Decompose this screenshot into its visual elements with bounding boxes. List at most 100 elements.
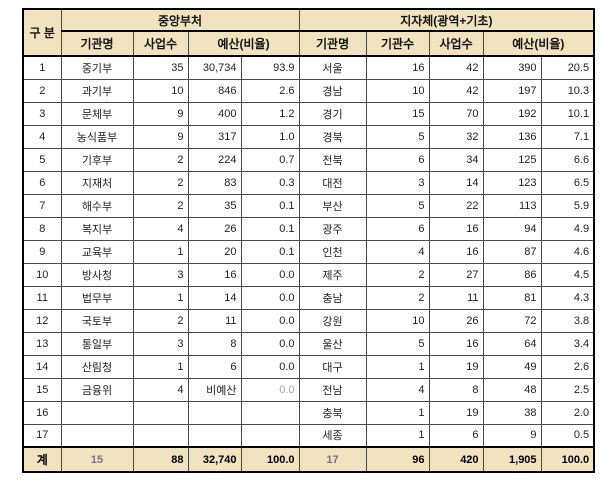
- central-projects-cell: [132, 400, 189, 425]
- local-projects-cell: 16: [428, 239, 484, 264]
- row-number-cell: 5: [22, 147, 62, 172]
- central-agency-cell: 중기부: [60, 55, 134, 80]
- local-group-header: 지자체(광역+기초): [298, 8, 595, 32]
- local-budget-cell: 72: [482, 308, 542, 333]
- central-budget-cell: 400: [187, 101, 242, 126]
- local-budget-cell: 81: [482, 285, 542, 310]
- central-agency-cell: 법무부: [60, 285, 134, 310]
- table-row: 3 문체부 9 400 1.2 경기 15 70 192 10.1: [22, 101, 595, 126]
- central-agency-cell: 복지부: [60, 216, 134, 241]
- local-agency-cell: 경기: [298, 101, 367, 126]
- local-projects-cell: 14: [428, 170, 484, 195]
- local-orgs-column-header: 기관수: [365, 30, 430, 57]
- central-budget-cell: [187, 423, 242, 448]
- table-row: 2 과기부 10 846 2.6 경남 10 42 197 10.3: [22, 78, 595, 103]
- central-agency-cell: 금융위: [60, 377, 134, 402]
- local-orgs-cell: 10: [365, 308, 430, 333]
- row-number-cell: 16: [22, 400, 62, 425]
- table-body: 1 중기부 35 30,734 93.9 서울 16 42 390 20.5 2 과기부 10 846 2.…: [22, 55, 595, 448]
- central-projects-cell: 1: [132, 239, 189, 264]
- row-number-cell: 15: [22, 377, 62, 402]
- central-projects-cell: 1: [132, 285, 189, 310]
- central-total-projects-cell: 88: [132, 446, 189, 473]
- local-agency-cell: 부산: [298, 193, 367, 218]
- central-agency-cell: [60, 423, 134, 448]
- local-projects-cell: 22: [428, 193, 484, 218]
- local-ratio-cell: 3.4: [540, 331, 595, 356]
- central-agency-cell: [60, 400, 134, 425]
- local-agency-cell: 경북: [298, 124, 367, 149]
- local-orgs-cell: 2: [365, 285, 430, 310]
- local-projects-cell: 32: [428, 124, 484, 149]
- local-orgs-cell: 5: [365, 124, 430, 149]
- central-budget-cell: 846: [187, 78, 242, 103]
- table-row: 16 충북 1 19 38 2.0: [22, 400, 595, 425]
- central-projects-cell: 2: [132, 170, 189, 195]
- central-ratio-cell: 93.9: [240, 55, 300, 80]
- row-number-cell: 17: [22, 423, 62, 448]
- central-agency-cell: 기후부: [60, 147, 134, 172]
- local-orgs-cell: 6: [365, 216, 430, 241]
- table-row: 5 기후부 2 224 0.7 전북 6 34 125 6.6: [22, 147, 595, 172]
- local-ratio-cell: 6.5: [540, 170, 595, 195]
- central-budget-cell: 317: [187, 124, 242, 149]
- central-budget-column-header: 예산(비율): [187, 30, 300, 57]
- total-label: 계: [22, 446, 62, 473]
- local-projects-cell: 34: [428, 147, 484, 172]
- central-projects-cell: [132, 423, 189, 448]
- row-number-cell: 7: [22, 193, 62, 218]
- central-ratio-cell: 0.0: [240, 354, 300, 379]
- central-budget-cell: 30,734: [187, 55, 242, 80]
- local-ratio-cell: 0.5: [540, 423, 595, 448]
- local-ratio-cell: 7.1: [540, 124, 595, 149]
- local-ratio-cell: 4.9: [540, 216, 595, 241]
- table-row: 6 지재처 2 83 0.3 대전 3 14 123 6.5: [22, 170, 595, 195]
- row-number-cell: 10: [22, 262, 62, 287]
- local-ratio-cell: 20.5: [540, 55, 595, 80]
- central-ratio-cell: 0.0: [240, 262, 300, 287]
- local-budget-cell: 9: [482, 423, 542, 448]
- local-agency-cell: 대구: [298, 354, 367, 379]
- local-budget-cell: 94: [482, 216, 542, 241]
- row-number-cell: 13: [22, 331, 62, 356]
- local-ratio-cell: 3.8: [540, 308, 595, 333]
- central-agency-cell: 지재처: [60, 170, 134, 195]
- local-projects-cell: 11: [428, 285, 484, 310]
- central-budget-cell: 6: [187, 354, 242, 379]
- local-orgs-cell: 5: [365, 331, 430, 356]
- local-orgs-cell: 2: [365, 262, 430, 287]
- local-projects-cell: 42: [428, 78, 484, 103]
- central-ratio-cell: 0.1: [240, 216, 300, 241]
- central-budget-cell: 224: [187, 147, 242, 172]
- local-ratio-cell: 6.6: [540, 147, 595, 172]
- local-ratio-cell: 5.9: [540, 193, 595, 218]
- central-agency-cell: 해수부: [60, 193, 134, 218]
- local-orgs-cell: 10: [365, 78, 430, 103]
- table-row: 10 방사청 3 16 0.0 제주 2 27 86 4.5: [22, 262, 595, 287]
- local-agency-cell: 세종: [298, 423, 367, 448]
- local-agency-cell: 광주: [298, 216, 367, 241]
- local-orgs-cell: 6: [365, 147, 430, 172]
- local-budget-cell: 197: [482, 78, 542, 103]
- central-ratio-cell: 1.0: [240, 124, 300, 149]
- local-budget-cell: 390: [482, 55, 542, 80]
- local-orgs-cell: 1: [365, 400, 430, 425]
- local-projects-cell: 27: [428, 262, 484, 287]
- central-agency-cell: 교육부: [60, 239, 134, 264]
- table-row: 17 세종 1 6 9 0.5: [22, 423, 595, 448]
- local-ratio-cell: 10.1: [540, 101, 595, 126]
- row-number-cell: 1: [22, 55, 62, 80]
- local-agency-cell: 충북: [298, 400, 367, 425]
- local-agency-cell: 대전: [298, 170, 367, 195]
- row-number-cell: 14: [22, 354, 62, 379]
- central-budget-cell: 14: [187, 285, 242, 310]
- local-agency-cell: 제주: [298, 262, 367, 287]
- local-projects-cell: 42: [428, 55, 484, 80]
- central-ratio-cell: 0.0: [240, 377, 300, 402]
- table-row: 13 통일부 3 8 0.0 울산 5 16 64 3.4: [22, 331, 595, 356]
- central-projects-cell: 4: [132, 377, 189, 402]
- central-agency-cell: 통일부: [60, 331, 134, 356]
- row-number-cell: 3: [22, 101, 62, 126]
- central-ratio-cell: 0.3: [240, 170, 300, 195]
- local-ratio-cell: 10.3: [540, 78, 595, 103]
